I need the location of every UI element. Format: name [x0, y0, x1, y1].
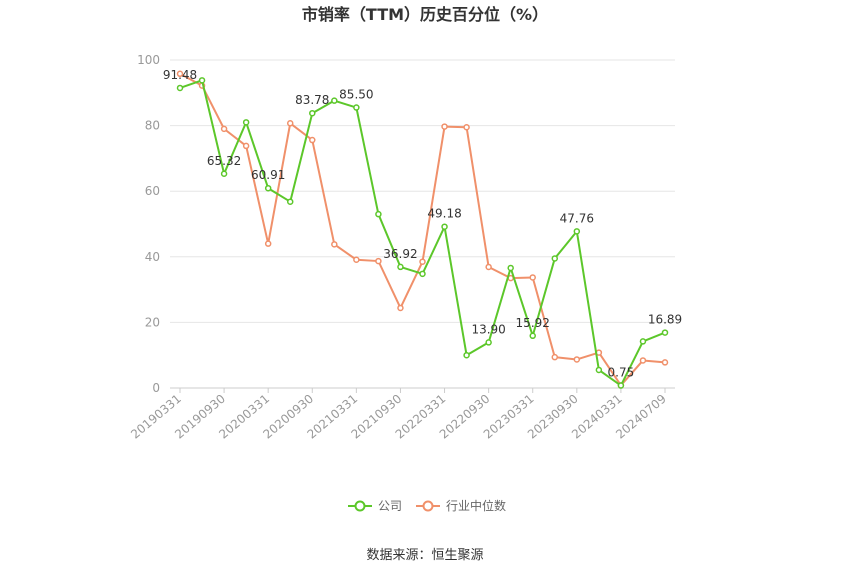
y-tick-label: 40 — [145, 250, 160, 264]
data-point[interactable] — [353, 104, 360, 111]
data-point[interactable] — [529, 332, 536, 340]
data-point[interactable] — [375, 210, 382, 218]
y-tick-label: 80 — [145, 119, 160, 133]
grid — [170, 59, 675, 323]
data-labels: 91.48 65.32 60.91 83.78 85.50 36.92 49.18 13.90… — [163, 68, 682, 380]
data-point[interactable] — [220, 170, 228, 178]
data-point[interactable] — [264, 184, 272, 192]
data-label: 47.76 — [560, 211, 594, 225]
data-label: 13.90 — [471, 322, 505, 336]
data-point[interactable] — [176, 84, 184, 92]
data-point[interactable] — [198, 77, 206, 84]
series-line — [179, 79, 666, 387]
y-axis: 0 20 40 60 80 100 — [137, 53, 160, 395]
data-point[interactable] — [286, 198, 294, 205]
data-point[interactable] — [441, 223, 448, 230]
data-source: 数据来源：恒生聚源 — [366, 548, 483, 563]
data-point[interactable] — [242, 119, 250, 126]
series-layer — [176, 70, 669, 389]
data-point[interactable] — [661, 359, 669, 366]
data-label: 65.32 — [207, 154, 241, 168]
y-tick-label: 0 — [152, 381, 160, 395]
data-point[interactable] — [595, 366, 603, 374]
legend-swatch-marker — [422, 500, 434, 512]
data-point[interactable] — [397, 304, 404, 312]
data-point[interactable] — [397, 263, 404, 271]
data-point[interactable] — [551, 255, 559, 262]
data-point[interactable] — [375, 257, 382, 265]
data-label: 49.18 — [427, 207, 461, 221]
data-point[interactable] — [419, 258, 426, 265]
series-0 — [176, 77, 669, 389]
data-point[interactable] — [286, 120, 294, 127]
data-point[interactable] — [573, 228, 581, 235]
data-label: 0.75 — [608, 366, 635, 380]
data-label: 60.91 — [251, 168, 285, 182]
data-point[interactable] — [264, 240, 272, 247]
data-point[interactable] — [176, 70, 184, 78]
data-label: 85.50 — [339, 88, 373, 102]
data-point[interactable] — [331, 241, 338, 248]
legend[interactable]: 公司 行业中位数 — [348, 498, 506, 513]
legend-label: 公司 — [378, 499, 402, 513]
data-point[interactable] — [485, 339, 492, 346]
legend-item-0[interactable]: 公司 — [348, 499, 402, 513]
data-label: 91.48 — [163, 68, 197, 82]
data-point[interactable] — [463, 123, 470, 131]
data-label: 36.92 — [383, 247, 417, 261]
series-line — [179, 72, 666, 387]
data-point[interactable] — [639, 338, 647, 345]
x-axis: 2019033120190930202003312020093020210331… — [128, 387, 675, 442]
data-point[interactable] — [573, 356, 581, 363]
data-point[interactable] — [617, 382, 625, 389]
chart-title: 市销率（TTM）历史百分位（%） — [302, 5, 548, 24]
data-point[interactable] — [463, 351, 470, 359]
data-point[interactable] — [242, 142, 250, 150]
data-point[interactable] — [331, 97, 338, 104]
data-point[interactable] — [485, 263, 492, 271]
data-point[interactable] — [220, 125, 228, 133]
data-point[interactable] — [309, 109, 316, 117]
data-label: 83.78 — [295, 93, 329, 107]
data-point[interactable] — [419, 270, 426, 278]
data-point[interactable] — [507, 264, 514, 272]
data-label: 15.92 — [516, 316, 550, 330]
data-point[interactable] — [551, 353, 559, 361]
data-point[interactable] — [441, 123, 448, 130]
legend-item-1[interactable]: 行业中位数 — [416, 498, 506, 513]
y-tick-label: 20 — [145, 315, 160, 329]
data-point[interactable] — [529, 274, 536, 281]
data-label: 16.89 — [648, 313, 682, 327]
y-tick-label: 60 — [145, 184, 160, 198]
series-1 — [176, 70, 669, 389]
data-point[interactable] — [309, 136, 316, 144]
legend-swatch-marker — [354, 500, 366, 512]
y-tick-label: 100 — [137, 53, 160, 67]
data-point[interactable] — [639, 357, 647, 364]
data-point[interactable] — [661, 329, 669, 336]
legend-label: 行业中位数 — [446, 498, 506, 513]
data-point[interactable] — [353, 256, 360, 264]
